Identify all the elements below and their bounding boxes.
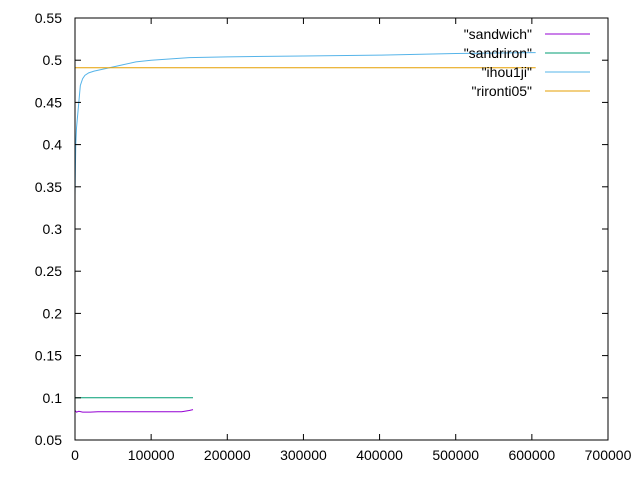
x-tick-label: 600000	[508, 447, 555, 463]
y-tick-label: 0.1	[43, 390, 63, 406]
series-line-0	[74, 409, 194, 413]
legend-label-3: "rironti05"	[471, 83, 532, 99]
y-tick-label: 0.5	[43, 52, 63, 68]
y-tick-label: 0.35	[35, 179, 62, 195]
x-tick-label: 200000	[204, 447, 251, 463]
x-tick-label: 400000	[356, 447, 403, 463]
x-tick-label: 0	[71, 447, 79, 463]
legend-label-2: "ihou1ji"	[482, 64, 532, 80]
y-tick-label: 0.2	[43, 305, 63, 321]
x-tick-label: 700000	[585, 447, 632, 463]
series-layer	[74, 52, 536, 413]
x-tick-label: 500000	[432, 447, 479, 463]
y-tick-label: 0.45	[35, 94, 62, 110]
y-tick-label: 0.55	[35, 10, 62, 26]
y-tick-label: 0.15	[35, 348, 62, 364]
y-tick-label: 0.25	[35, 263, 62, 279]
plot-frame	[74, 17, 609, 441]
y-tick-label: 0.4	[43, 137, 63, 153]
ticks-layer: 0 100000 200000 300000 400000 500000 600000 700…	[35, 10, 632, 463]
legend: "sandwich" "sandriron" "ihou1ji" "rironti05…	[464, 26, 590, 99]
y-tick-label: 0.3	[43, 221, 63, 237]
legend-label-0: "sandwich"	[464, 26, 532, 42]
legend-label-1: "sandriron"	[464, 45, 532, 61]
y-tick-label: 0.05	[35, 432, 62, 448]
x-tick-label: 100000	[128, 447, 175, 463]
series-line-2	[74, 52, 536, 196]
x-tick-label: 300000	[280, 447, 327, 463]
